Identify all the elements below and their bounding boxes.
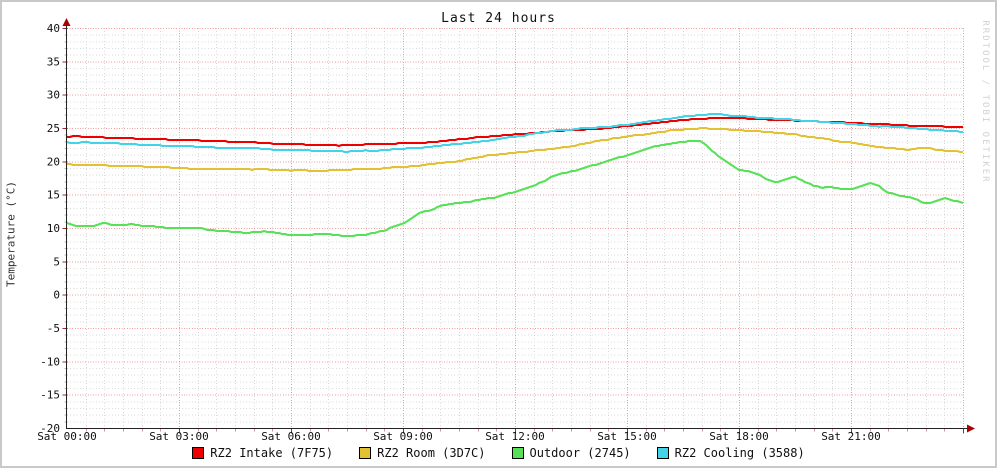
x-tick-label: Sat 09:00 (373, 430, 433, 443)
y-tick-label: 5 (53, 255, 60, 268)
y-axis-arrow (62, 18, 71, 26)
legend-label: RZ2 Room (3D7C) (377, 446, 486, 460)
x-tick-label: Sat 12:00 (485, 430, 545, 443)
legend-item-rz2-room-3d7c: RZ2 Room (3D7C) (359, 446, 486, 460)
legend-item-rz2-cooling-3588: RZ2 Cooling (3588) (656, 446, 805, 460)
y-tick-label: 35 (47, 55, 60, 68)
legend-label: RZ2 Intake (7F75) (210, 446, 334, 460)
y-tick-label: 20 (47, 155, 60, 168)
y-tick-label: 40 (47, 22, 60, 35)
series-line-rz2-cooling-3588 (66, 113, 963, 153)
y-tick-label: 15 (47, 189, 60, 202)
legend-label: RZ2 Cooling (3588) (674, 446, 805, 460)
x-tick-label: Sat 00:00 (37, 430, 97, 443)
legend-item-outdoor-2745: Outdoor (2745) (511, 446, 631, 460)
y-tick-label: -5 (47, 322, 60, 335)
y-axis-title: Temperature (°C) (4, 181, 18, 287)
y-tick-label: -10 (40, 355, 60, 368)
y-tick-label: 25 (47, 122, 60, 135)
x-tick-label: Sat 21:00 (821, 430, 881, 443)
legend-swatch-icon (511, 447, 524, 459)
y-tick-label: -20 (40, 422, 60, 435)
y-tick-label: 0 (53, 289, 60, 302)
chart-title: Last 24 hours (441, 11, 556, 26)
legend-swatch-icon (192, 447, 205, 459)
x-tick-label: Sat 18:00 (709, 430, 769, 443)
legend: RZ2 Intake (7F75) RZ2 Room (3D7C) Outdoor … (2, 445, 995, 461)
legend-swatch-icon (656, 447, 669, 459)
legend-label: Outdoor (2745) (529, 446, 631, 460)
series-line-outdoor-2745 (66, 140, 964, 237)
legend-item-rz2-intake-7f75: RZ2 Intake (7F75) (192, 446, 333, 460)
y-tick-label: -15 (40, 389, 60, 402)
x-axis-arrow (967, 424, 975, 433)
legend-swatch-icon (359, 447, 372, 459)
x-tick-label: Sat 15:00 (597, 430, 657, 443)
x-tick-label: Sat 06:00 (261, 430, 321, 443)
watermark: RRDTOOL / TOBI OETIKER (980, 20, 990, 184)
series-line-rz2-room-3d7c (67, 127, 963, 172)
y-tick-label: 30 (47, 89, 60, 102)
x-tick-label: Sat 03:00 (149, 430, 209, 443)
y-tick-label: 10 (47, 222, 60, 235)
